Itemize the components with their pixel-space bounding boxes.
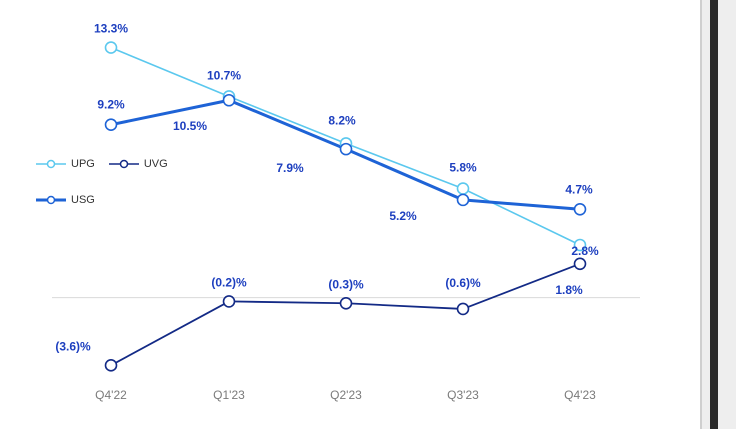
x-tick-label-4: Q4'23	[564, 388, 596, 402]
legend-label-upg: UPG	[71, 158, 95, 170]
legend-label-uvg: UVG	[143, 158, 168, 170]
point-upg-0	[104, 41, 118, 54]
data-label-uvg-0: (3.6)%	[55, 339, 91, 353]
point-usg-2	[339, 142, 353, 156]
legend-item-upg: UPG	[36, 158, 95, 170]
data-label-upg-3: 5.8%	[449, 161, 477, 175]
data-label-usg-4: 4.7%	[565, 182, 593, 196]
data-label-upg-4: 2.8%	[571, 244, 599, 258]
point-upg-4	[573, 238, 587, 252]
data-label-upg-0: 13.3%	[94, 22, 128, 36]
data-label-upg-2: 8.2%	[328, 113, 356, 127]
data-label-uvg-4: 1.8%	[555, 283, 583, 297]
data-label-uvg-1: (0.2)%	[211, 275, 247, 289]
point-uvg-1	[222, 295, 236, 308]
legend-key-upg	[36, 159, 66, 169]
point-usg-3	[456, 193, 470, 207]
point-usg-4	[573, 202, 587, 216]
window-frame-edge	[700, 0, 736, 429]
line-chart: 13.3% 10.7% 8.2% 5.8% 2.8% 9.2% 10.5% 7.9% 5.2% 4…	[52, 22, 640, 402]
point-uvg-0	[104, 359, 118, 372]
x-tick-label-3: Q3'23	[447, 388, 479, 402]
data-label-uvg-2: (0.3)%	[328, 277, 364, 291]
x-tick-label-1: Q1'23	[213, 388, 245, 402]
legend-key-uvg	[108, 159, 139, 169]
legend-label-usg: USG	[71, 194, 95, 206]
point-uvg-3	[456, 302, 470, 316]
legend-item-uvg: UVG	[108, 158, 168, 170]
data-label-usg-0: 9.2%	[97, 98, 125, 112]
point-uvg-2	[339, 296, 353, 310]
legend-item-usg: USG	[36, 194, 95, 206]
data-label-upg-1: 10.7%	[207, 68, 241, 82]
x-tick-label-0: Q4'22	[95, 388, 127, 402]
window-frame-bar	[710, 0, 718, 429]
legend-key-usg	[36, 195, 66, 205]
data-label-usg-1: 10.5%	[173, 119, 207, 133]
x-tick-label-2: Q2'23	[330, 388, 362, 402]
point-upg-3	[456, 182, 470, 195]
point-usg-0	[104, 118, 118, 131]
legend: UPG UVG USG	[36, 156, 182, 228]
point-usg-1	[222, 93, 236, 107]
point-uvg-4	[573, 257, 587, 271]
data-label-usg-3: 5.2%	[389, 209, 417, 223]
data-label-uvg-3: (0.6)%	[445, 276, 481, 290]
data-label-usg-2: 7.9%	[276, 161, 304, 175]
